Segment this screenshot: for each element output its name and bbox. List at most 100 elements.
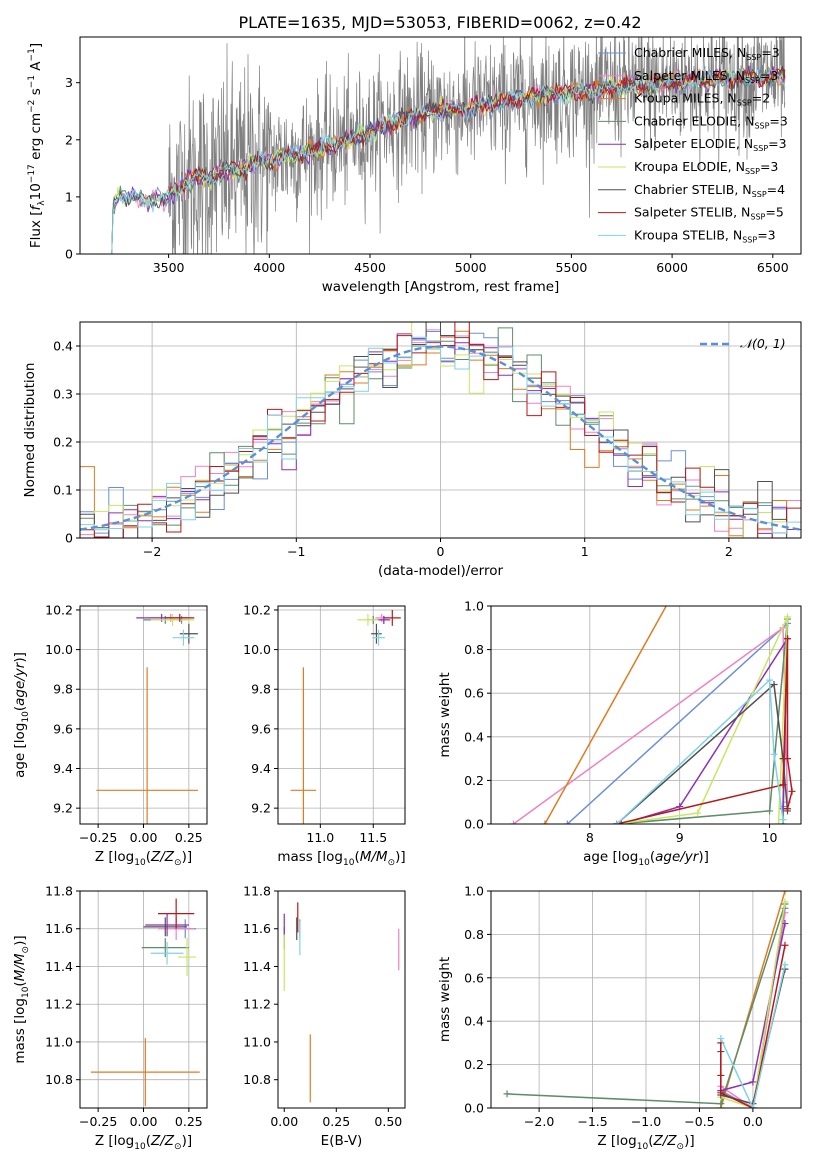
y-tick-label: 9.2 <box>53 801 73 816</box>
x-tick-label: −0.5 <box>684 1114 714 1129</box>
y-tick-label: 9.6 <box>251 721 271 736</box>
legend-label-text: Salpeter ELODIE, N <box>634 136 753 151</box>
axis-label-part: )] <box>698 849 709 865</box>
y-tick-label: 11.0 <box>243 1034 271 1049</box>
x-tick-label: 0 <box>437 544 445 559</box>
weight-marker-4-2 <box>781 920 789 928</box>
x-tick-label: 0.50 <box>374 1114 402 1129</box>
x-tick-label: 0.25 <box>175 830 203 845</box>
axis-label-part: ( <box>12 981 28 986</box>
weight-marker-7-5 <box>784 805 792 813</box>
weight-marker-7-4 <box>781 941 789 949</box>
normal-reference-curve <box>80 345 801 531</box>
legend-label-value: =3 <box>769 113 787 128</box>
legend-label-text: Kroupa MILES, N <box>634 91 737 106</box>
weight-marker-8-2 <box>770 750 778 758</box>
axis-label-part: 10 <box>638 858 650 868</box>
legend-label-1: Salpeter MILES, NSSP=3 <box>634 68 778 85</box>
x-tick-label: −2.0 <box>524 1114 554 1129</box>
axes-frame <box>79 36 802 255</box>
axis-label-part: erg cm <box>28 113 44 164</box>
legend-label-sub: SSP <box>746 53 761 62</box>
weight-marker-7-2 <box>784 635 792 643</box>
mass-weight-vs-metallicity-panel: −2.0 −1.5 −1.0 −0.5 0.0 0.0 0.2 0.4 0.6 0.8 1.0 Z [… <box>437 884 802 1152</box>
errorbar-plot-area <box>90 898 200 1107</box>
weight-marker-8-1 <box>766 676 774 684</box>
legend-label-text: Kroupa STELIB, N <box>634 227 742 242</box>
x-tick-label: 6000 <box>656 260 688 275</box>
y-tick-label: 10.0 <box>243 642 271 657</box>
y-tick-label: 0.2 <box>53 435 73 450</box>
weight-marker-6-1 <box>770 680 778 688</box>
y-tick-label: 1 <box>65 189 73 204</box>
y-tick-label: 0.6 <box>464 686 484 701</box>
weight-series-8 <box>616 678 784 824</box>
y-tick-label: 0 <box>65 247 73 262</box>
weight-marker-2-1 <box>784 385 791 392</box>
legend-label-7: Salpeter STELIB, NSSP=5 <box>634 205 784 222</box>
weight-marker-7-4 <box>788 787 796 795</box>
legend-label-text: Salpeter MILES, N <box>634 68 745 83</box>
axis-label-part: )] <box>182 849 193 865</box>
weight-marker-8-1 <box>749 1104 757 1108</box>
weight-marker-8-3 <box>779 816 787 824</box>
legend-label-value: =4 <box>767 182 785 197</box>
axis-label-part: )] <box>12 652 28 663</box>
axis-label-part: Z [log <box>95 849 134 865</box>
axis-label-part: ( <box>648 1133 653 1149</box>
axis-label-part: A <box>28 61 44 75</box>
observed-spectrum-line <box>168 37 786 254</box>
y-tick-label: 1.0 <box>464 884 484 899</box>
axes-frame <box>79 321 802 539</box>
x-axis-label: Z [log10(Z/Z⊙)] <box>95 849 192 868</box>
model-spectrum-line-7 <box>168 68 786 195</box>
x-tick-label: 10 <box>762 830 778 845</box>
x-tick-label: −0.25 <box>79 830 117 845</box>
y-tick-label: 3 <box>65 75 73 90</box>
legend-label-4: Salpeter ELODIE, NSSP=3 <box>634 136 787 153</box>
axes-frame <box>490 605 802 825</box>
y-tick-label: 10.2 <box>45 602 73 617</box>
axis-label-part: ⊙ <box>174 1142 182 1152</box>
y-axis-label: Flux [fλ10−17 erg cm−2 s−1 A−1] <box>27 43 47 248</box>
y-axis-label: age [log10(age/yr)] <box>12 652 31 778</box>
axis-label-part: age/yr <box>12 661 28 706</box>
axis-label-part: 10 <box>343 858 355 868</box>
axes-frame <box>490 890 802 1109</box>
y-tick-label: 0.3 <box>53 387 73 402</box>
axis-label-part: )] <box>12 935 28 946</box>
legend-label-value: =2 <box>752 91 770 106</box>
axis-label-part: −17 <box>27 164 37 183</box>
y-tick-label: 0 <box>65 531 73 546</box>
x-tick-label: 8 <box>586 830 594 845</box>
spectrum-plot-area <box>108 37 786 254</box>
y-tick-label: 11.4 <box>243 959 271 974</box>
errorbar-plot-area <box>290 609 401 824</box>
weight-marker-3-1 <box>717 1100 725 1108</box>
axis-label-part: 10 <box>28 183 44 200</box>
axis-label-part: ( <box>650 849 655 865</box>
legend-label-sub: SSP <box>745 167 760 176</box>
y-tick-label: 0.4 <box>464 1014 484 1029</box>
age-vs-metallicity-panel: −0.25 0.00 0.259.29.49.69.810.010.2Z [log1… <box>12 602 208 868</box>
legend-label-text: Kroupa ELODIE, N <box>634 159 745 174</box>
x-tick-label: 4000 <box>253 260 285 275</box>
x-tick-label: −0.25 <box>79 1114 117 1129</box>
y-tick-label: 11.6 <box>243 921 271 936</box>
weight-marker-7-1 <box>717 1071 725 1079</box>
mass-vs-metallicity-panel: −0.25 0.00 0.25 10.8 11.0 11.2 11.4 11.6 11.8 Z [… <box>12 884 208 1152</box>
axis-label-part: (data-model)/error <box>378 563 504 579</box>
age-vs-mass-panel: 11.0 11.5 9.2 9.4 9.6 9.8 10.0 10.2 mass [log10(… <box>243 602 406 868</box>
x-tick-label: 5500 <box>556 260 588 275</box>
model-spectrum-line-8 <box>108 66 786 254</box>
weight-marker-7-1 <box>779 781 787 789</box>
x-tick-label: 11.5 <box>359 830 387 845</box>
figure-title: PLATE=1635, MJD=53053, FIBERID=0062, z=0… <box>238 13 641 32</box>
axis-label-part: s <box>28 88 44 99</box>
y-tick-label: 9.4 <box>251 761 271 776</box>
axis-label-part: Z [log <box>597 1133 636 1149</box>
legend-label-value: =3 <box>760 159 778 174</box>
axis-label-part: ( <box>354 849 359 865</box>
